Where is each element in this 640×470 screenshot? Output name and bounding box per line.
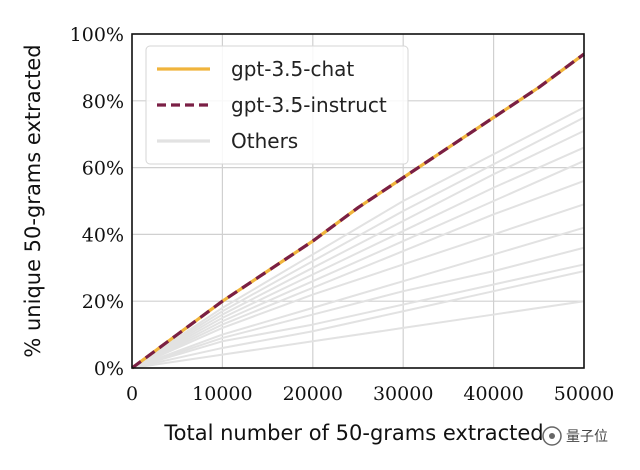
others-line-5 [131,180,585,369]
others-line-2 [131,129,585,369]
x-tick-label-5: 50000 [554,383,614,405]
others-line-0 [131,106,585,369]
y-axis-label: % unique 50-grams extracted [21,44,45,357]
watermark-text: 量子位 [566,429,608,445]
others-line-4 [131,160,585,369]
x-tick-label-4: 40000 [463,383,523,405]
y-tick-label-1: 20% [82,291,124,313]
others-line-6 [131,203,585,369]
others-line-8 [131,246,585,369]
x-tick-labels: 0 10000 20000 30000 40000 50000 [126,383,614,405]
y-tick-labels: 0% 20% 40% 60% 80% 100% [70,24,124,380]
others-series [131,106,585,369]
legend: gpt-3.5-chat gpt-3.5-instruct Others [145,45,409,165]
y-tick-label-4: 80% [82,91,124,113]
x-tick-label-0: 0 [126,383,138,405]
series-line-gpt-3-5-instruct [131,52,585,370]
others-line-1 [131,116,585,369]
watermark: 量子位 [542,426,608,446]
x-tick-label-1: 10000 [192,383,252,405]
y-tick-label-5: 100% [70,24,124,46]
y-tick-label-2: 40% [82,224,124,246]
others-line-7 [131,226,585,369]
x-tick-label-3: 30000 [373,383,433,405]
legend-label-others: Others [231,129,298,153]
others-line-3 [131,146,585,369]
others-line-11 [131,300,585,369]
watermark-logo-dot-icon [549,433,555,439]
legend-label-gpt-3-5-chat: gpt-3.5-chat [231,57,354,81]
x-tick-label-2: 20000 [283,383,343,405]
plot-frame [131,33,585,369]
x-axis-label: Total number of 50-grams extracted [163,421,543,445]
y-tick-label-0: 0% [94,358,124,380]
watermark-logo-icon [542,426,562,446]
others-line-10 [131,270,585,369]
main-series [131,52,585,370]
legend-box [145,45,409,165]
others-line-9 [131,263,585,369]
y-tick-label-3: 60% [82,158,124,180]
legend-label-gpt-3-5-instruct: gpt-3.5-instruct [231,93,387,117]
